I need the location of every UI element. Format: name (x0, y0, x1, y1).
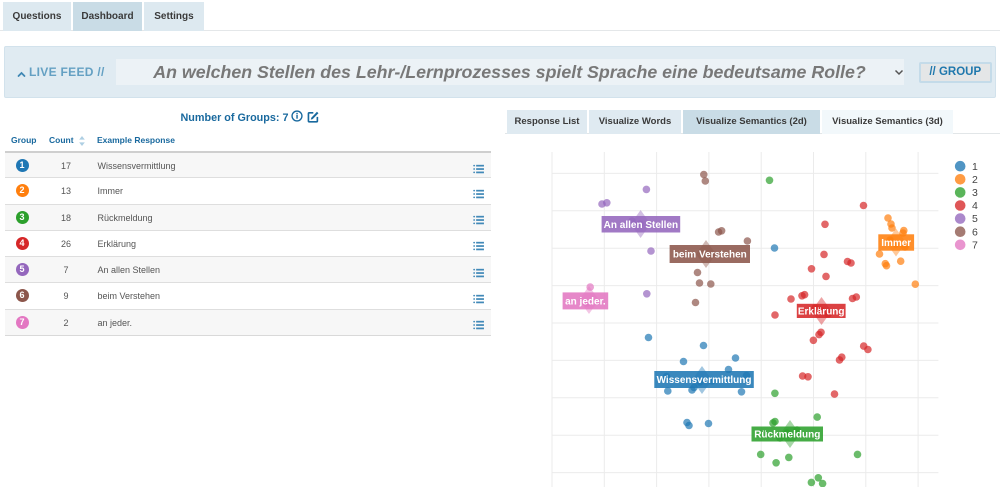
svg-text:4: 4 (972, 200, 978, 212)
svg-text:2: 2 (972, 174, 978, 186)
svg-text:beim Verstehen: beim Verstehen (673, 250, 747, 261)
svg-text:6: 6 (972, 226, 978, 238)
svg-text:1: 1 (972, 161, 978, 173)
svg-text:An allen Stellen: An allen Stellen (604, 220, 678, 231)
svg-text:an jeder.: an jeder. (565, 297, 606, 308)
svg-text:Rückmeldung: Rückmeldung (754, 430, 820, 441)
svg-text:Wissensvermittlung: Wissensvermittlung (657, 375, 752, 386)
svg-text:7: 7 (972, 239, 978, 251)
svg-text:3: 3 (972, 187, 978, 199)
svg-text:5: 5 (972, 213, 978, 225)
svg-text:Immer: Immer (881, 238, 911, 249)
svg-text:Erklärung: Erklärung (798, 307, 845, 318)
